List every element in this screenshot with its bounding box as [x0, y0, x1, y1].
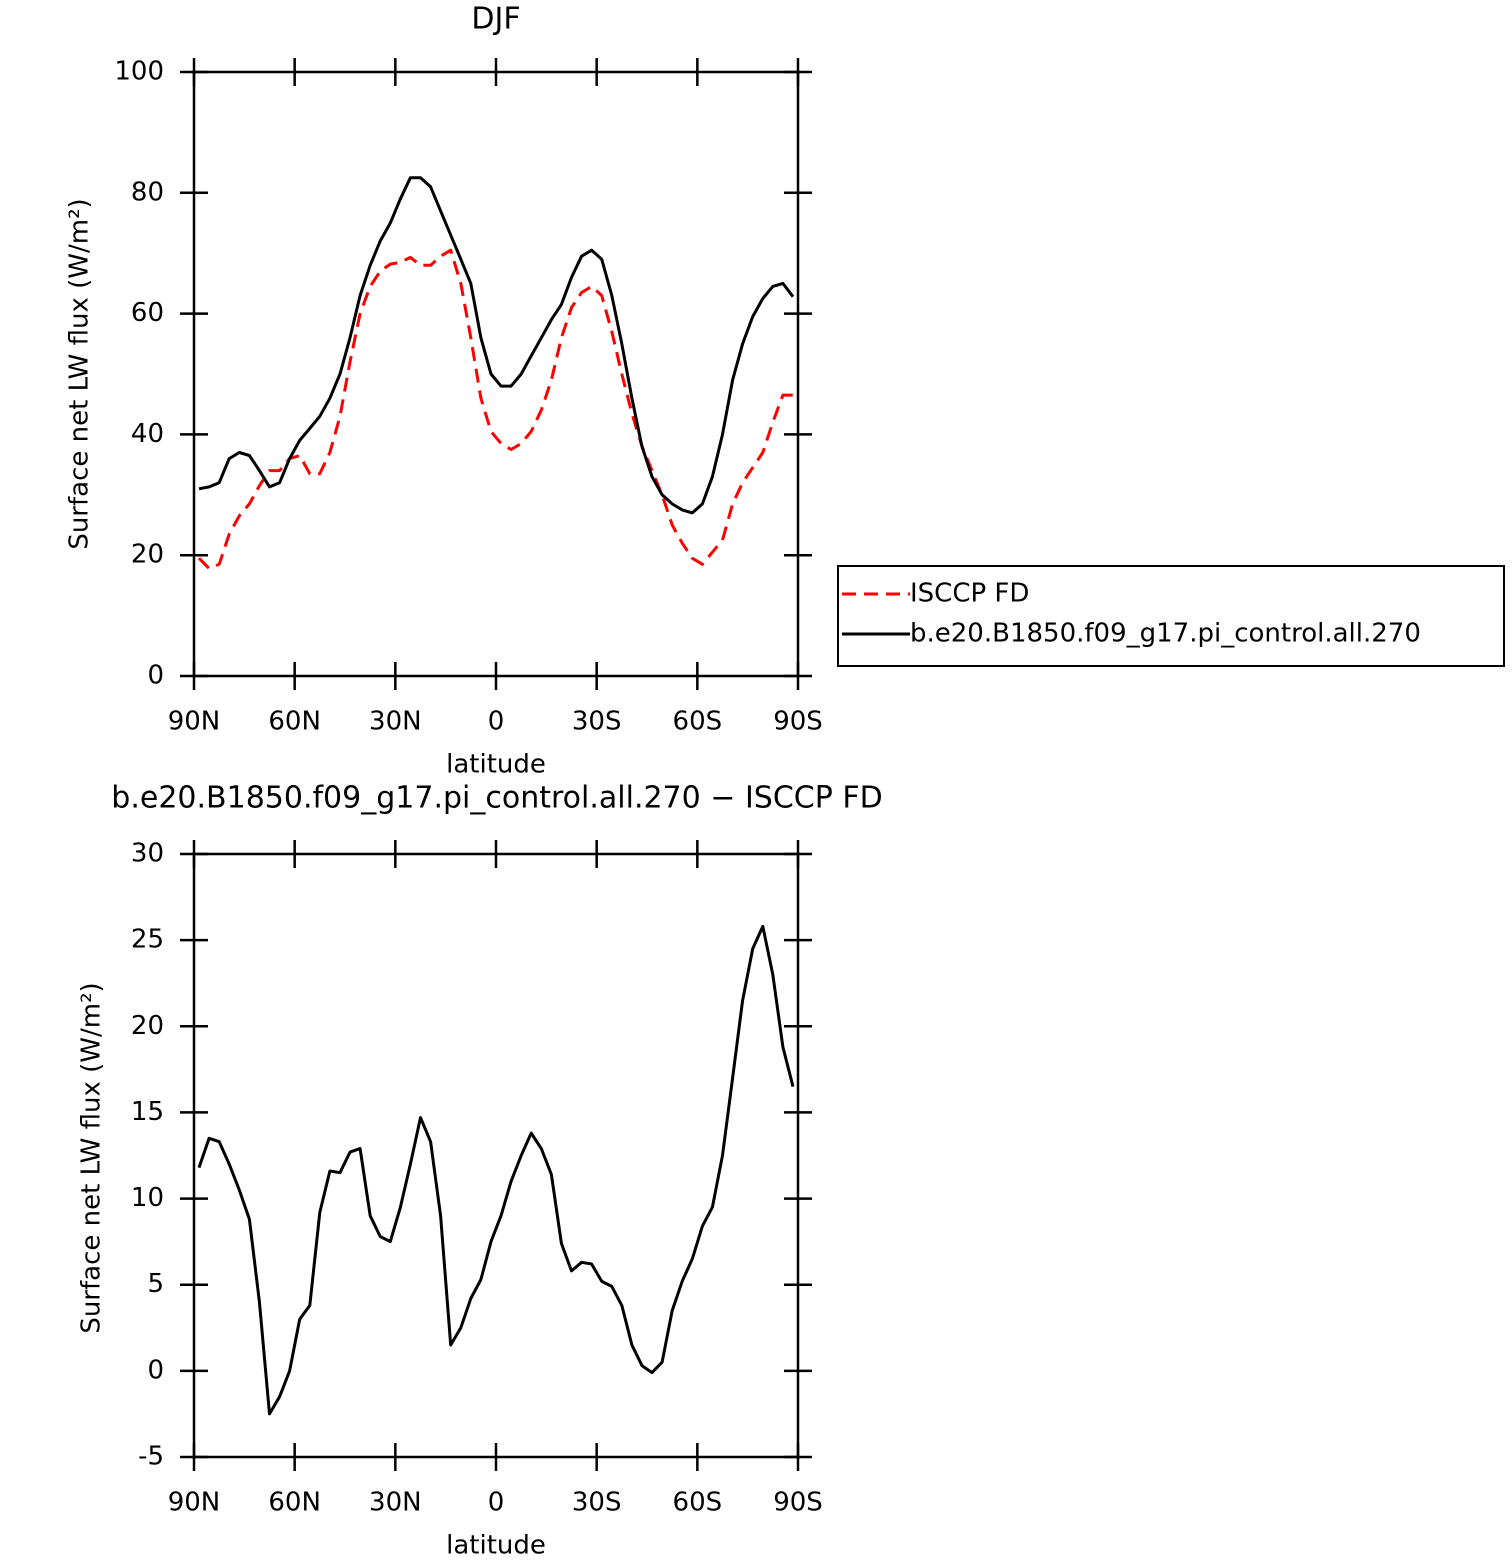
x-tick-label: 30N: [369, 707, 422, 737]
y-tick-label: 20: [131, 1011, 164, 1041]
y-tick-label: 0: [147, 661, 164, 691]
data-line: [197, 248, 793, 570]
x-tick-label: 90S: [773, 707, 823, 737]
y-axis-label: Surface net LW flux (W/m²): [77, 982, 107, 1333]
x-tick-label: 30S: [572, 707, 622, 737]
y-tick-label: 25: [131, 925, 164, 955]
data-line: [197, 924, 795, 1416]
y-tick-label: 20: [131, 540, 164, 570]
y-tick-label: 60: [131, 298, 164, 328]
x-tick-label: 60S: [673, 1488, 723, 1518]
x-tick-label: 90N: [168, 707, 221, 737]
x-tick-label: 60N: [268, 1488, 321, 1518]
x-axis-label: latitude: [446, 750, 546, 780]
y-tick-label: 100: [114, 57, 164, 87]
y-tick-label: 5: [147, 1269, 164, 1299]
legend-box: [837, 565, 1505, 667]
legend-label: b.e20.B1850.f09_g17.pi_control.all.270: [910, 619, 1421, 649]
x-tick-label: 90N: [168, 1488, 221, 1518]
x-tick-label: 60S: [673, 707, 723, 737]
y-tick-label: 40: [131, 419, 164, 449]
legend-label: ISCCP FD: [910, 579, 1029, 609]
y-tick-label: 80: [131, 177, 164, 207]
chart-title: b.e20.B1850.f09_g17.pi_control.all.270 −…: [111, 781, 882, 816]
x-tick-label: 90S: [773, 1488, 823, 1518]
x-tick-label: 60N: [268, 707, 321, 737]
x-tick-label: 30S: [572, 1488, 622, 1518]
plot-frame: [192, 70, 800, 678]
y-tick-label: 30: [131, 839, 164, 869]
x-tick-label: 30N: [369, 1488, 422, 1518]
x-axis-label: latitude: [446, 1531, 546, 1561]
y-tick-label: -5: [138, 1442, 164, 1472]
y-tick-label: 0: [147, 1355, 164, 1385]
x-tick-label: 0: [488, 707, 505, 737]
y-tick-label: 10: [131, 1183, 164, 1213]
x-tick-label: 0: [488, 1488, 505, 1518]
data-line: [198, 176, 795, 515]
y-axis-label: Surface net LW flux (W/m²): [65, 198, 95, 549]
chart-title: DJF: [471, 2, 520, 37]
y-tick-label: 15: [131, 1097, 164, 1127]
plot-frame: [192, 852, 800, 1459]
